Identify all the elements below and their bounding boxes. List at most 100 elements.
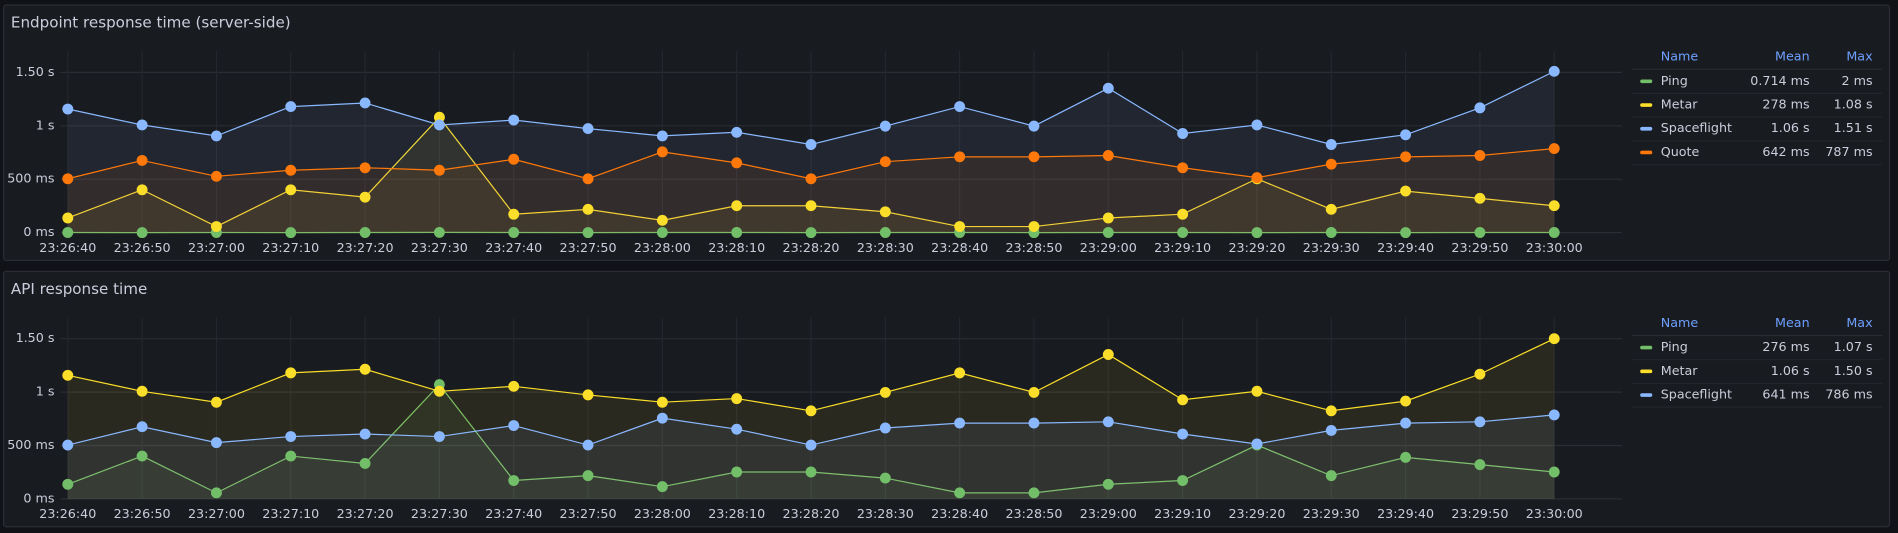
data-point — [210, 130, 222, 142]
data-point — [136, 227, 148, 239]
legend-max: 1.51 s — [1834, 120, 1873, 135]
x-tick-label: 23:29:50 — [1451, 506, 1508, 521]
data-point — [731, 157, 743, 169]
x-tick-label: 23:28:20 — [783, 240, 840, 255]
data-point — [1400, 395, 1412, 407]
panel — [3, 4, 1891, 262]
data-point — [359, 458, 371, 469]
legend-mean: 1.06 s — [1771, 120, 1810, 135]
y-tick-label: 1.50 s — [16, 64, 55, 79]
data-point — [433, 431, 445, 442]
data-point — [1028, 386, 1040, 398]
data-point — [1548, 65, 1560, 77]
legend-mean: 641 ms — [1762, 387, 1809, 402]
x-tick-label: 23:29:00 — [1080, 240, 1137, 255]
data-point — [582, 389, 594, 401]
data-point — [582, 227, 594, 239]
data-point — [1177, 475, 1189, 486]
legend-swatch — [1640, 79, 1653, 84]
data-point — [1102, 212, 1114, 224]
x-tick-label: 23:29:20 — [1228, 506, 1285, 521]
panel-title: API response time — [11, 280, 147, 298]
data-point — [433, 164, 445, 176]
data-point — [1474, 102, 1486, 114]
data-point — [1325, 405, 1337, 417]
x-tick-label: 23:27:00 — [188, 240, 245, 255]
x-tick-label: 23:28:00 — [634, 506, 691, 521]
data-point — [805, 173, 817, 185]
data-point — [1251, 172, 1263, 184]
x-tick-label: 23:27:50 — [560, 240, 617, 255]
y-tick-label: 0 ms — [23, 224, 54, 239]
data-point — [1325, 203, 1337, 215]
data-point — [285, 227, 297, 239]
x-tick-label: 23:29:30 — [1303, 240, 1360, 255]
legend-max: 787 ms — [1825, 144, 1872, 159]
x-tick-label: 23:29:50 — [1451, 240, 1508, 255]
x-tick-label: 23:28:50 — [1005, 240, 1062, 255]
x-tick-label: 23:28:30 — [857, 240, 914, 255]
data-point — [656, 412, 668, 424]
data-point — [210, 487, 222, 499]
legend-swatch — [1640, 393, 1653, 397]
x-tick-label: 23:27:30 — [411, 240, 468, 255]
data-point — [1474, 192, 1486, 204]
y-tick-label: 0 ms — [23, 490, 54, 505]
data-point — [879, 120, 891, 132]
data-point — [1548, 333, 1560, 345]
data-point — [210, 437, 222, 449]
data-point — [285, 164, 297, 176]
legend-swatch — [1640, 150, 1653, 155]
data-point — [1102, 150, 1114, 161]
data-point — [1251, 438, 1263, 450]
data-point — [62, 103, 74, 115]
data-point — [62, 478, 74, 490]
data-point — [1028, 417, 1040, 429]
y-tick-label: 500 ms — [7, 171, 54, 186]
data-point — [954, 101, 966, 113]
legend-mean: 276 ms — [1762, 339, 1809, 354]
data-point — [1177, 128, 1189, 139]
data-point — [731, 126, 743, 138]
data-point — [1474, 416, 1486, 428]
data-point — [731, 227, 743, 238]
data-point — [1102, 82, 1114, 94]
data-point — [582, 203, 594, 215]
legend-name: Spaceflight — [1661, 120, 1732, 135]
data-point — [62, 227, 74, 238]
data-point — [731, 466, 743, 478]
legend-name: Metar — [1661, 363, 1699, 378]
data-point — [879, 472, 891, 484]
legend-swatch — [1640, 103, 1653, 107]
data-point — [1102, 349, 1114, 360]
legend-max: 1.50 s — [1834, 363, 1873, 378]
legend-swatch — [1640, 345, 1653, 350]
data-point — [805, 200, 817, 212]
data-point — [805, 466, 817, 478]
x-tick-label: 23:30:00 — [1526, 240, 1583, 255]
data-point — [359, 428, 371, 440]
x-tick-label: 23:28:20 — [783, 506, 840, 521]
x-tick-label: 23:28:40 — [931, 506, 988, 521]
data-point — [1400, 451, 1412, 463]
y-tick-label: 500 ms — [7, 437, 54, 452]
x-tick-label: 23:27:00 — [188, 506, 245, 521]
data-point — [1548, 200, 1560, 212]
x-tick-label: 23:29:40 — [1377, 240, 1434, 255]
data-point — [508, 114, 520, 126]
data-point — [210, 221, 222, 232]
data-point — [805, 439, 817, 451]
data-point — [1177, 227, 1189, 238]
data-point — [359, 363, 371, 375]
x-tick-label: 23:27:40 — [485, 506, 542, 521]
data-point — [1474, 150, 1486, 161]
data-point — [1177, 428, 1189, 440]
data-point — [136, 385, 148, 397]
x-tick-label: 23:26:50 — [114, 506, 171, 521]
data-point — [136, 450, 148, 462]
legend-header: Name — [1661, 315, 1699, 330]
data-point — [1251, 385, 1263, 397]
data-point — [954, 487, 966, 499]
data-point — [582, 123, 594, 135]
data-point — [508, 208, 520, 220]
